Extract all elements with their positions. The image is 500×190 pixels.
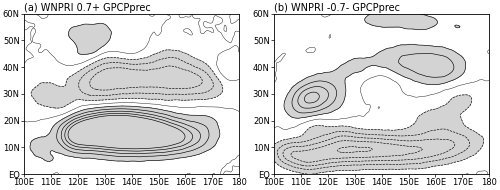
Text: (a) WNPRI 0.7+ GPCPprec: (a) WNPRI 0.7+ GPCPprec	[24, 3, 150, 13]
Text: (b) WNPRI -0.7- GPCPprec: (b) WNPRI -0.7- GPCPprec	[274, 3, 400, 13]
